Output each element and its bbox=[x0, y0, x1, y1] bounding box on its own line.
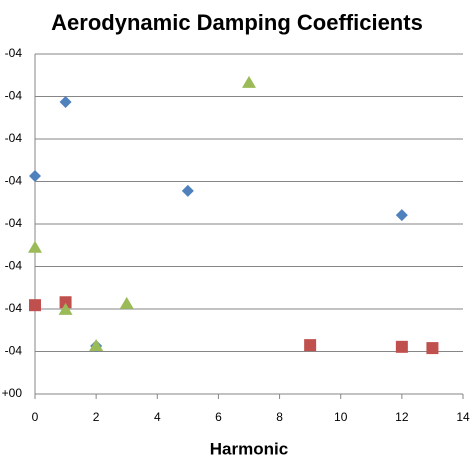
y-tick-label: -04 bbox=[5, 46, 23, 60]
y-tick-label: -04 bbox=[5, 259, 23, 273]
x-tick-label: 0 bbox=[32, 410, 39, 424]
x-tick-label: 10 bbox=[334, 410, 348, 424]
x-tick-label: 12 bbox=[395, 410, 409, 424]
y-tick-label: -04 bbox=[5, 344, 23, 358]
marker bbox=[58, 302, 73, 315]
marker bbox=[395, 340, 408, 353]
marker bbox=[426, 342, 439, 355]
marker bbox=[242, 75, 256, 88]
y-tick-label: -04 bbox=[5, 131, 23, 145]
y-tick-label: -04 bbox=[5, 174, 23, 188]
marker bbox=[304, 339, 317, 352]
marker bbox=[395, 209, 408, 222]
marker bbox=[59, 96, 72, 109]
marker bbox=[119, 296, 134, 309]
x-tick-label: 14 bbox=[456, 410, 470, 424]
marker bbox=[181, 184, 194, 197]
x-tick-label: 6 bbox=[215, 410, 222, 424]
marker bbox=[28, 240, 42, 253]
marker bbox=[59, 296, 72, 309]
y-tick-label: +00 bbox=[2, 386, 23, 400]
x-tick-label: 4 bbox=[154, 410, 161, 424]
x-tick-label: 8 bbox=[276, 410, 283, 424]
x-tick-label: 2 bbox=[93, 410, 100, 424]
x-axis-title: Harmonic bbox=[210, 439, 288, 458]
y-tick-label: -04 bbox=[5, 89, 23, 103]
marker bbox=[29, 299, 41, 312]
y-tick-label: -04 bbox=[5, 301, 23, 315]
marker bbox=[29, 169, 41, 182]
y-tick-label: -04 bbox=[5, 216, 23, 230]
chart-title: Aerodynamic Damping Coefficients bbox=[51, 10, 423, 35]
marker bbox=[89, 338, 104, 351]
